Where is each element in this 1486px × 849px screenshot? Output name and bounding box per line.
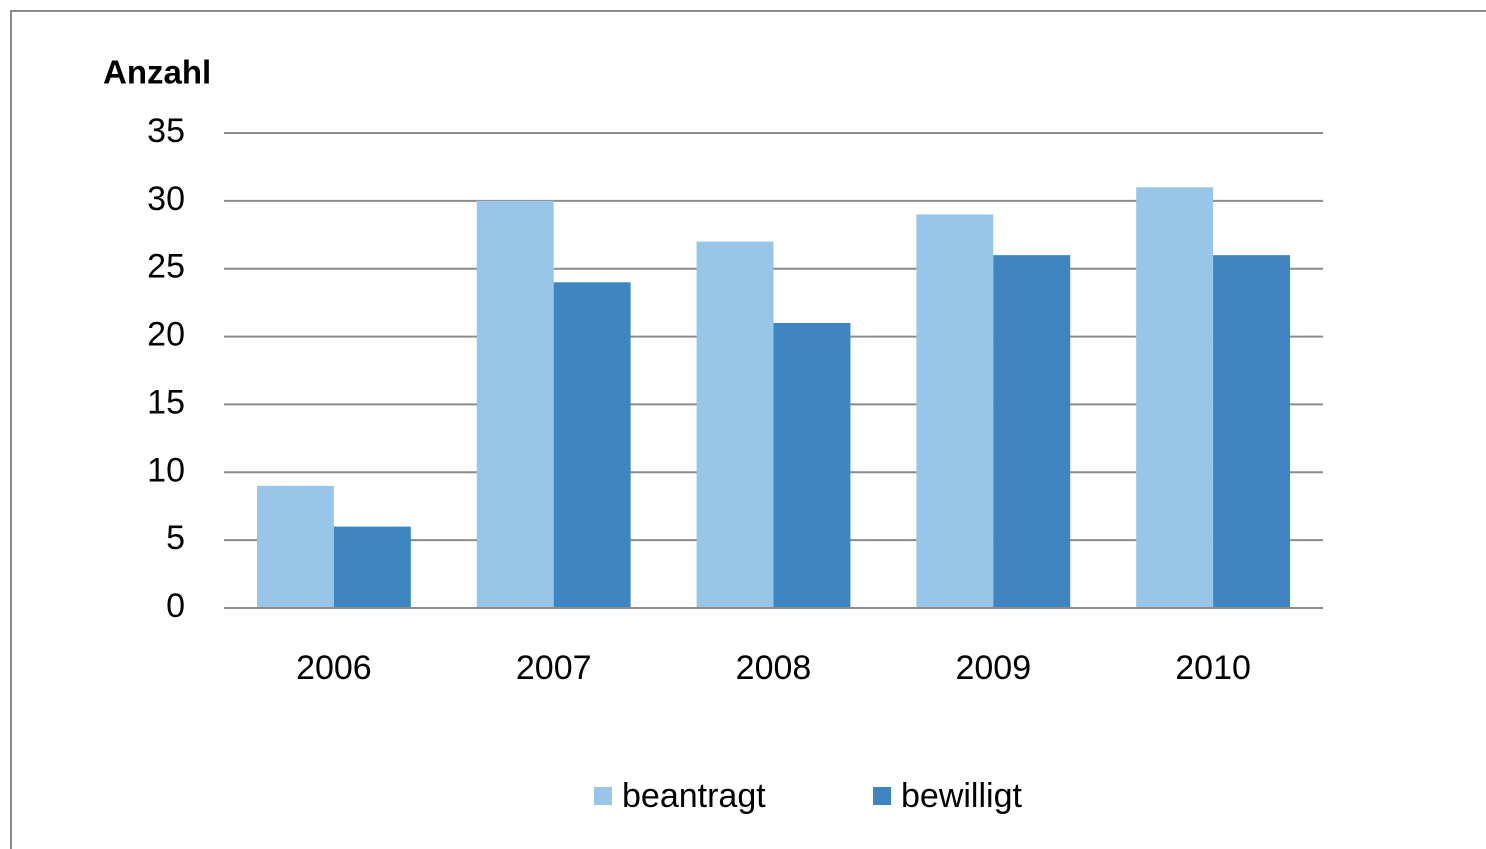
y-tick-label: 25 [147, 248, 185, 286]
y-tick-label: 30 [147, 180, 185, 218]
legend-swatch [594, 787, 612, 805]
bar [333, 526, 411, 608]
y-tick-label: 20 [147, 316, 185, 354]
legend-label: bewilligt [901, 777, 1022, 815]
chart-title: Anzahl [103, 54, 211, 91]
bar [993, 255, 1071, 608]
y-tick-label: 10 [147, 451, 185, 489]
y-tick-label: 15 [147, 383, 185, 421]
legend-swatch [873, 787, 891, 805]
bar [1213, 255, 1291, 608]
y-tick-label: 35 [147, 112, 185, 150]
chart-frame [10, 10, 1486, 849]
bar [696, 241, 774, 609]
bar [553, 282, 631, 608]
x-tick-label: 2010 [1175, 649, 1251, 687]
bar [476, 200, 554, 608]
x-tick-label: 2008 [736, 649, 812, 687]
y-tick-label: 5 [166, 519, 185, 557]
x-tick-label: 2006 [296, 649, 372, 687]
bar [256, 485, 334, 608]
x-tick-label: 2009 [955, 649, 1031, 687]
legend-label: beantragt [622, 777, 766, 815]
x-tick-label: 2007 [516, 649, 592, 687]
y-tick-label: 0 [166, 587, 185, 625]
bar [773, 323, 851, 608]
bar [916, 214, 994, 608]
bar [1136, 187, 1214, 609]
